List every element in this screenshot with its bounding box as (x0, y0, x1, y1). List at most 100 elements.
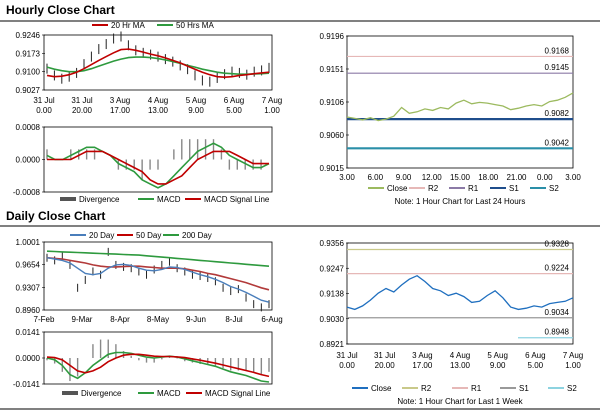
daily-price-xtick-3: 8-May (147, 315, 169, 324)
daily-price-xtick-5: 8-Jul (225, 315, 243, 324)
daily-price-frame (43, 241, 273, 311)
daily-macd-legend-signal-label: MACD Signal Line (205, 389, 271, 398)
hourly-price-xtick-date-5: 6 Aug (224, 96, 244, 105)
hourly-macd-legend-divergence-swatch (60, 197, 76, 201)
daily-price-xtick-4: 9-Jun (186, 315, 206, 324)
hourly-price-xtick-time-6: 1.00 (264, 106, 280, 115)
hourly-macd-ytick-1: 0.0000 (16, 156, 41, 165)
daily-pivot-xtick-date-5: 6 Aug (525, 351, 545, 360)
hourly-pivot-ytick-1: 0.9151 (320, 65, 345, 74)
hourly-pivot-s1-label: 0.9082 (545, 109, 570, 118)
daily-pivot-legend-close-label: Close (371, 384, 392, 393)
hourly-price-xtick-date-6: 7 Aug (262, 96, 282, 105)
daily-pivot-xtick-time-5: 5.00 (528, 361, 544, 370)
hourly-price-xtick-time-3: 13.00 (148, 106, 169, 115)
hourly-price-ma20-line (46, 48, 270, 79)
daily-pivot-xtick-time-4: 9.00 (490, 361, 506, 370)
daily-price-ytick-2: 0.9307 (16, 283, 41, 292)
daily-pivot-xtick-date-6: 7 Aug (563, 351, 583, 360)
hourly-price-ytick-2: 0.9100 (16, 68, 41, 77)
hourly-pivot-r2-label: 0.9168 (545, 46, 570, 55)
hourly-price-frame (43, 34, 273, 91)
hourly-price-xtick-date-0: 31 Jul (33, 96, 55, 105)
daily-pivot-ytick-2: 0.9138 (320, 290, 345, 299)
hourly-macd-legend-divergence-label: Divergence (79, 195, 120, 204)
daily-pivot-ytick-4: 0.8921 (320, 340, 345, 349)
daily-pivot-xtick-date-2: 3 Aug (412, 351, 432, 360)
daily-price-legend-50day-label: 50 Day (136, 231, 161, 240)
hourly-price-xtick-time-5: 5.00 (226, 106, 242, 115)
hourly-section-title: Hourly Close Chart (6, 3, 115, 17)
daily-pivot-legend-r2-label: R2 (421, 384, 432, 393)
daily-pivot-xtick-date-4: 5 Aug (487, 351, 507, 360)
hourly-pivot-xtick-0: 3.00 (339, 173, 355, 182)
hourly-pivot-s2-label: 0.9042 (545, 138, 570, 147)
hourly-macd-signal-line (47, 150, 269, 185)
daily-pivot-ytick-0: 0.9356 (320, 239, 345, 248)
hourly-price-ytick-1: 0.9173 (16, 49, 41, 58)
daily-price-50day-line (46, 256, 270, 291)
daily-pivot-xtick-time-2: 17.00 (412, 361, 433, 370)
daily-price-xtick-1: 9-Mar (72, 315, 93, 324)
daily-section-title: Daily Close Chart (6, 209, 106, 223)
hourly-pivot-legend-s1-label: S1 (509, 184, 519, 193)
daily-macd-legend-macd-label: MACD (157, 389, 181, 398)
daily-macd-ytick-2: -0.0141 (13, 380, 41, 389)
daily-pivot-legend-s2-label: S2 (567, 384, 577, 393)
hourly-pivot-ytick-2: 0.9106 (320, 98, 345, 107)
daily-pivot-ytick-3: 0.9030 (320, 315, 345, 324)
hourly-pivot-xtick-5: 18.00 (478, 173, 499, 182)
hourly-price-xtick-date-4: 5 Aug (186, 96, 206, 105)
hourly-price-xtick-date-1: 31 Jul (71, 96, 93, 105)
daily-pivot-s2-label: 0.8948 (545, 328, 570, 337)
hourly-price-xtick-time-4: 9.00 (188, 106, 204, 115)
hourly-price-ma50-line (46, 56, 270, 75)
hourly-price-xtick-time-1: 20.00 (72, 106, 93, 115)
daily-pivot-r2-label: 0.9328 (545, 240, 570, 249)
hourly-pivot-legend-close-label: Close (387, 184, 408, 193)
daily-pivot-xtick-time-3: 13.00 (450, 361, 471, 370)
daily-pivot-xtick-time-1: 20.00 (375, 361, 396, 370)
hourly-price-legend-20hr-label: 20 Hr MA (111, 21, 145, 30)
hourly-pivot-legend-r2-label: R2 (428, 184, 439, 193)
hourly-pivot-xtick-4: 15.00 (450, 173, 471, 182)
hourly-price-xtick-date-3: 4 Aug (148, 96, 168, 105)
hourly-pivot-legend-r1-label: R1 (468, 184, 479, 193)
hourly-pivot-ytick-3: 0.9060 (320, 131, 345, 140)
daily-price-legend-20day-label: 20 Day (89, 231, 114, 240)
daily-price-xtick-0: 7-Feb (34, 315, 55, 324)
daily-macd-ytick-0: 0.0141 (16, 328, 41, 337)
hourly-price-ytick-0: 0.9246 (16, 31, 41, 40)
hourly-pivot-xtick-3: 12.00 (422, 173, 443, 182)
daily-pivot-xtick-date-0: 31 Jul (336, 351, 358, 360)
hourly-price-legend-50hr-label: 50 Hrs MA (176, 21, 214, 30)
hourly-macd-ytick-2: -0.0008 (13, 188, 41, 197)
hourly-pivot-close-line (346, 92, 574, 122)
daily-pivot-legend-r1-label: R1 (471, 384, 482, 393)
daily-macd-line (46, 351, 270, 383)
hourly-pivot-ytick-0: 0.9196 (320, 32, 345, 41)
daily-price-xtick-2: 8-Apr (110, 315, 130, 324)
daily-macd-legend-divergence-label: Divergence (81, 389, 122, 398)
daily-price-ytick-3: 0.8960 (16, 306, 41, 315)
hourly-macd-legend-macd-label: MACD (157, 195, 181, 204)
hourly-pivot-xtick-8: 3.00 (565, 173, 581, 182)
hourly-price-ytick-3: 0.9027 (16, 86, 41, 95)
hourly-pivot-ytick-4: 0.9015 (320, 164, 345, 173)
daily-pivot-legend-s1-label: S1 (519, 384, 529, 393)
hourly-pivot-xtick-7: 0.00 (537, 173, 553, 182)
daily-pivot-s1-label: 0.9034 (545, 308, 570, 317)
hourly-macd-ytick-0: 0.0008 (16, 123, 41, 132)
daily-pivot-ytick-1: 0.9247 (320, 264, 345, 273)
daily-pivot-xtick-date-3: 4 Aug (450, 351, 470, 360)
daily-price-xtick-6: 6-Aug (261, 315, 282, 324)
hourly-price-xtick-date-2: 3 Aug (110, 96, 130, 105)
daily-pivot-frame (346, 242, 574, 345)
daily-pivot-close-line (346, 274, 574, 311)
daily-price-200day-line (46, 250, 270, 267)
hourly-pivot-xtick-1: 6.00 (367, 173, 383, 182)
hourly-pivot-note: Note: 1 Hour Chart for Last 24 Hours (395, 197, 526, 206)
daily-pivot-xtick-time-6: 1.00 (565, 361, 581, 370)
daily-macd-signal-line (46, 353, 270, 378)
